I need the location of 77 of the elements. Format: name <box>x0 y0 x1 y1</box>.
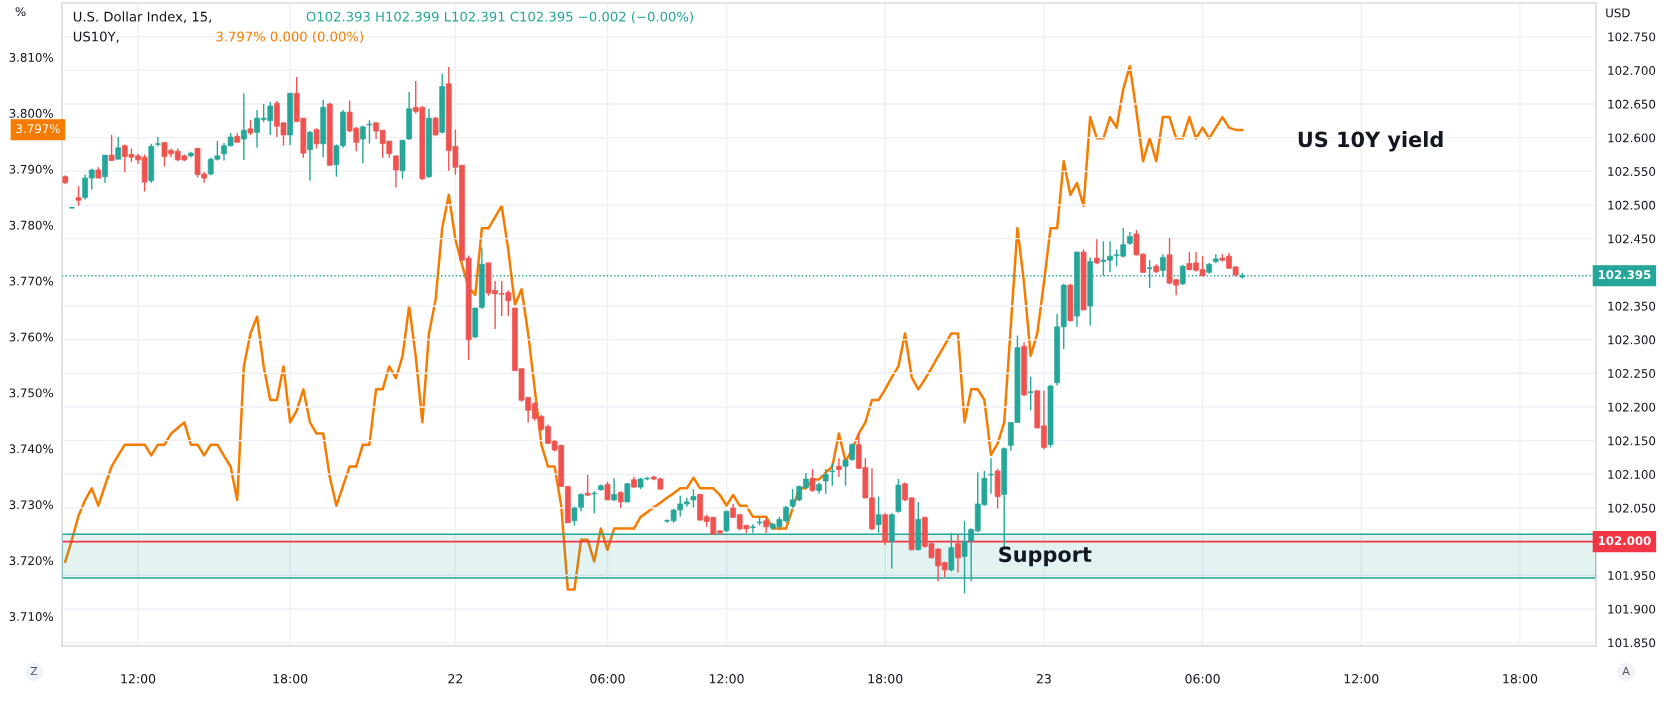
x-tick-label: 06:00 <box>590 674 625 684</box>
y2-tick-label: 102.050 <box>1608 503 1656 513</box>
x-tick-label: 18:00 <box>1503 674 1538 684</box>
x-tick-label: 23 <box>1036 674 1051 684</box>
y-tick-label: 3.800% <box>9 108 54 118</box>
candlestick <box>359 124 366 164</box>
candlestick <box>988 457 994 495</box>
y2-tick-label: 102.600 <box>1608 133 1656 143</box>
ref-line-label: 102.395 <box>1598 270 1651 280</box>
y-tick-label: 3.780% <box>9 220 54 230</box>
candlestick <box>1093 238 1100 265</box>
x-tick-label: 12:00 <box>709 674 744 684</box>
candlestick <box>1027 375 1035 412</box>
y2-tick-label: 102.350 <box>1608 301 1656 311</box>
y2-tick-label: 102.450 <box>1608 234 1656 244</box>
y-tick-label: 3.790% <box>9 164 54 174</box>
text: 3.797% <box>16 124 60 134</box>
candlestick <box>822 468 829 495</box>
x-tick-label: 06:00 <box>1185 674 1220 684</box>
x-tick-label: 12:00 <box>121 674 156 684</box>
y2-tick-label: 102.100 <box>1608 470 1656 479</box>
y2-tick-label: 102.650 <box>1608 99 1656 109</box>
candlestick <box>836 457 842 478</box>
ref-line-label: 102.000 <box>1598 536 1651 546</box>
y-tick-label: 3.730% <box>9 500 54 510</box>
x-tick-label: 22 <box>448 674 463 684</box>
y2-tick-label: 102.300 <box>1608 335 1656 345</box>
y2-tick-label: 102.500 <box>1608 200 1656 210</box>
candlestick <box>842 457 849 487</box>
annotation: 3.797% 0.000 (0.00%) <box>216 31 363 44</box>
candlestick <box>307 130 313 182</box>
y-tick-label: 3.760% <box>9 332 54 342</box>
candlestick <box>366 119 373 145</box>
y2-tick-label: 102.200 <box>1608 402 1656 412</box>
y2-tick-label: 101.900 <box>1608 604 1656 614</box>
y-axis-title: % <box>15 7 26 17</box>
y-tick-label: 3.810% <box>9 52 54 62</box>
y2-tick-label: 102.250 <box>1608 369 1656 378</box>
text: A <box>1622 666 1630 676</box>
candlestick <box>624 482 631 504</box>
candlestick <box>1160 253 1166 278</box>
x-tick-label: 18:00 <box>273 674 308 684</box>
candlestick <box>155 136 161 148</box>
candlestick <box>75 185 82 207</box>
y2-tick-label: 102.750 <box>1608 32 1656 42</box>
y-tick-label: 3.720% <box>9 556 54 566</box>
candlestick <box>809 468 816 493</box>
candlestick <box>313 127 320 150</box>
candlestick <box>584 474 591 497</box>
y2-tick-label: 101.850 <box>1608 638 1656 648</box>
candlestick <box>829 462 836 487</box>
y2-axis-title: USD <box>1606 8 1630 18</box>
y-tick-label: 3.740% <box>9 444 54 454</box>
y-tick-label: 3.710% <box>9 612 54 622</box>
text: US10Y, <box>73 31 119 43</box>
annotation: O102.393 H102.399 L102.391 C102.395 −0.002 (−0.00%) <box>306 11 693 24</box>
candlestick <box>690 488 697 508</box>
text: Z <box>30 666 38 676</box>
y-tick-label: 3.770% <box>9 276 54 286</box>
candlestick <box>240 92 247 161</box>
y2-tick-label: 101.950 <box>1608 571 1656 580</box>
candlestick <box>604 481 611 501</box>
candlestick <box>955 534 961 574</box>
candlestick <box>393 155 399 189</box>
candlestick <box>108 134 115 162</box>
text: U.S. Dollar Index, 15, <box>73 11 212 23</box>
candlestick <box>115 136 122 160</box>
y2-tick-label: 102.150 <box>1608 436 1656 446</box>
y2-tick-label: 102.700 <box>1608 66 1656 75</box>
y2-tick-label: 102.550 <box>1608 167 1656 176</box>
candlestick <box>102 154 108 184</box>
x-tick-label: 12:00 <box>1344 674 1379 684</box>
x-tick-label: 18:00 <box>868 674 903 684</box>
band-label: Support <box>999 546 1092 567</box>
y-tick-label: 3.750% <box>9 388 54 398</box>
line-series <box>64 64 1244 591</box>
annotation: US 10Y yield <box>1298 131 1443 152</box>
